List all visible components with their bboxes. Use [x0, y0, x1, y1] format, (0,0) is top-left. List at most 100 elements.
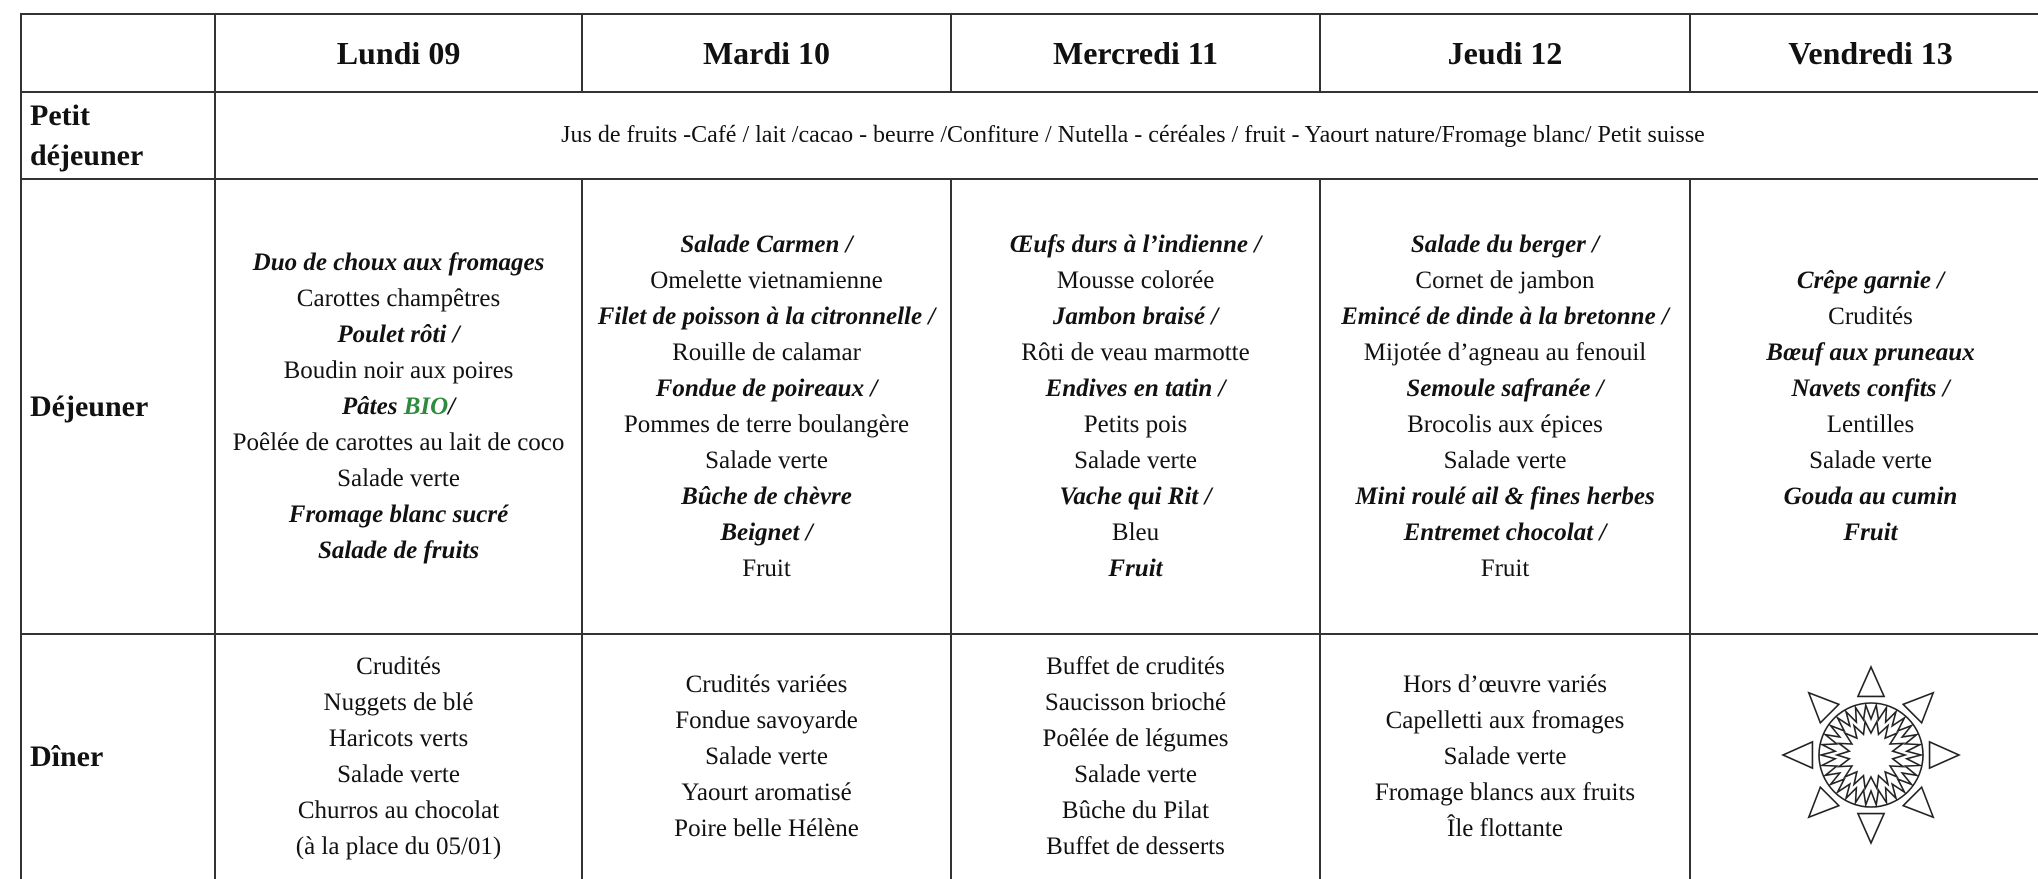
dish: Salade verte [1443, 446, 1567, 474]
dish: Poêlée de carottes au lait de coco [232, 428, 565, 456]
dish-text: Bœuf aux pruneaux [1766, 338, 1975, 366]
dish: Lentilles [1826, 410, 1915, 438]
dish-text: Salade du berger / [1410, 230, 1600, 258]
dish: Fondue de poireaux / [589, 371, 944, 407]
table-row: Dîner Crudités Nuggets de blé Haricots vert… [20, 633, 2038, 879]
row-label: Déjeuner [20, 178, 216, 635]
dish: Cornet de jambon [1415, 266, 1595, 294]
day-header: Mardi 10 [581, 13, 952, 93]
dish: Poulet rôti / [222, 317, 575, 353]
dish: Gouda au cumin [1697, 479, 2038, 515]
dish: Filet de poisson à la citronnelle / [589, 299, 944, 335]
dish: Mousse colorée [1056, 266, 1215, 294]
meal-cell: Buffet de crudités Saucisson brioché Poêlé… [950, 633, 1321, 879]
sun-icon [1780, 664, 1961, 845]
dish: Carottes champêtres [296, 284, 501, 312]
row-label: Dîner [20, 633, 216, 879]
dish: Yaourt aromatisé [681, 779, 852, 806]
meal-cell: Crudités variées Fondue savoyarde Salade v… [581, 633, 952, 879]
dish: Haricots verts [328, 725, 469, 752]
dish-text: Vache qui Rit / [1059, 482, 1212, 510]
dish: Entremet chocolat / [1327, 515, 1683, 551]
dish: Île flottante [1447, 815, 1563, 842]
dish-text: Salade Carmen / [680, 230, 853, 258]
meal-cell: Œufs durs à l’indienne / Mousse colorée Ja… [950, 178, 1321, 635]
meal-cell: Hors d’œuvre variés Capelletti aux fromag… [1319, 633, 1691, 879]
day-header: Lundi 09 [214, 13, 583, 93]
dish-text: Salade de fruits [317, 536, 480, 564]
dish: Pâtes BIO/ [222, 389, 575, 425]
dish: Emincé de dinde à la bretonne / [1327, 299, 1683, 335]
dish-text: Filet de poisson à la citronnelle / [597, 302, 936, 330]
dish: Salade verte [337, 464, 460, 492]
dish: Fruit [742, 554, 791, 582]
dish-text: Fondue de poireaux / [655, 374, 878, 402]
day-header: Jeudi 12 [1319, 13, 1691, 93]
dish-text: Entremet chocolat / [1403, 518, 1607, 546]
dish-text: Semoule safranée / [1406, 374, 1604, 402]
dish: Bûche du Pilat [1061, 797, 1210, 824]
dish-text: Duo de choux aux fromages [252, 248, 545, 276]
breakfast-cell: Jus de fruits -Café / lait /cacao - beur… [214, 91, 2038, 180]
dish: Fruit [1697, 515, 2038, 551]
dish: Salade verte [1809, 446, 1932, 474]
table-row: Lundi 09 Mardi 10 Mercredi 11 Jeudi 12 Vendr… [20, 13, 2038, 93]
dish: Fromage blancs aux fruits [1374, 779, 1636, 806]
table-row: Déjeuner Duo de choux aux fromages Carotte… [20, 178, 2038, 635]
dish: Bleu [1111, 518, 1160, 546]
dish: Poêlée de légumes [1042, 725, 1229, 752]
dish: (à la place du 05/01) [295, 833, 502, 860]
dish-text: Pâtes [341, 392, 398, 420]
dish: Crudités [1828, 302, 1913, 330]
dish: Salade de fruits [222, 533, 575, 569]
dish-text: Œufs durs à l’indienne / [1009, 230, 1262, 258]
table-body: Lundi 09 Mardi 10 Mercredi 11 Jeudi 12 Vendr… [20, 13, 2038, 879]
dish-text: Poulet rôti / [337, 320, 460, 348]
dish: Mini roulé ail & fines herbes [1327, 479, 1683, 515]
dish: Fondue savoyarde [675, 707, 858, 734]
dish-text: Beignet / [720, 518, 813, 546]
dish-text: Crêpe garnie / [1796, 266, 1945, 294]
dish: Crêpe garnie / [1697, 263, 2038, 299]
dish-text: Navets confits / [1791, 374, 1950, 402]
dish-text: Mini roulé ail & fines herbes [1355, 482, 1655, 510]
dish: Omelette vietnamienne [650, 266, 883, 294]
dish-text: Emincé de dinde à la bretonne / [1341, 302, 1669, 330]
menu-table: Lundi 09 Mardi 10 Mercredi 11 Jeudi 12 Vendr… [20, 13, 2038, 879]
dish: Crudités [356, 653, 441, 680]
dish: Beignet / [589, 515, 944, 551]
dish: Salade verte [1074, 761, 1197, 788]
dish: Hors d’œuvre variés [1402, 671, 1608, 698]
dish: Bœuf aux pruneaux [1697, 335, 2038, 371]
meal-cell: Salade Carmen / Omelette vietnamienne File… [581, 178, 952, 635]
table-row: Petit déjeuner Jus de fruits -Café / lait… [20, 91, 2038, 180]
dish: Fruit [958, 551, 1313, 587]
dish: Crudités variées [685, 671, 848, 698]
dish: Churros au chocolat [297, 797, 500, 824]
dish-text: Gouda au cumin [1783, 482, 1958, 510]
dish: Œufs durs à l’indienne / [958, 227, 1313, 263]
dish: Capelletti aux fromages [1385, 707, 1625, 734]
dish: Duo de choux aux fromages [222, 245, 575, 281]
day-header: Mercredi 11 [950, 13, 1321, 93]
dish: Salade verte [705, 743, 828, 770]
dish: Saucisson brioché [1044, 689, 1227, 716]
dish-text: Fruit [1108, 554, 1163, 582]
dish-text: Fromage blanc sucré [288, 500, 509, 528]
dish-text: Fruit [1843, 518, 1898, 546]
dish: Pommes de terre boulangère [623, 410, 910, 438]
dish: Fruit [1480, 554, 1530, 582]
dish: Fromage blanc sucré [222, 497, 575, 533]
day-header: Vendredi 13 [1689, 13, 2038, 93]
dish: Salade verte [705, 446, 828, 474]
dish: Jambon braisé / [958, 299, 1313, 335]
dish: Buffet de desserts [1046, 833, 1225, 860]
meal-cell [1689, 633, 2038, 879]
dish: Boudin noir aux poires [283, 356, 514, 384]
dish: Semoule safranée / [1327, 371, 1683, 407]
dish: Salade verte [1074, 446, 1197, 474]
corner-cell [20, 13, 216, 93]
dish: Salade verte [1443, 743, 1567, 770]
